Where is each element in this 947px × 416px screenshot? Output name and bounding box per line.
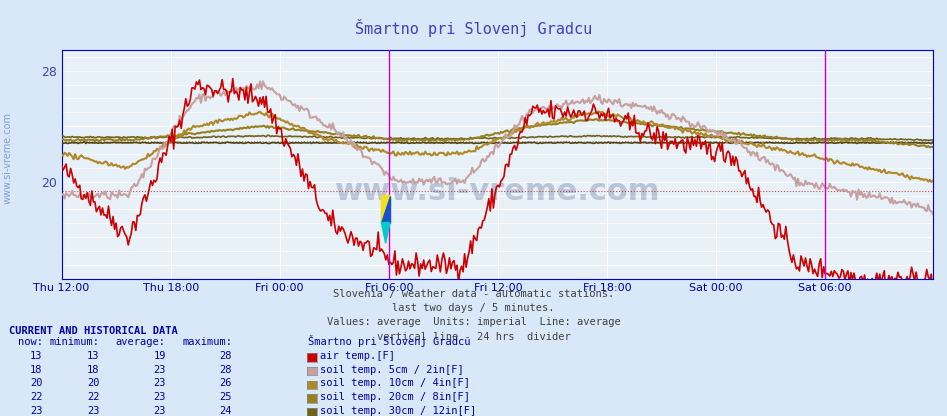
- Text: 19: 19: [153, 351, 166, 361]
- Text: vertical line - 24 hrs  divider: vertical line - 24 hrs divider: [377, 332, 570, 342]
- Text: 18: 18: [87, 365, 99, 375]
- Text: now:: now:: [18, 337, 43, 347]
- Text: 22: 22: [87, 392, 99, 402]
- Text: www.si-vreme.com: www.si-vreme.com: [334, 177, 660, 206]
- Text: 23: 23: [153, 379, 166, 389]
- Text: soil temp. 10cm / 4in[F]: soil temp. 10cm / 4in[F]: [320, 379, 470, 389]
- Text: 18: 18: [30, 365, 43, 375]
- Text: 23: 23: [87, 406, 99, 416]
- Text: 22: 22: [30, 392, 43, 402]
- Text: soil temp. 5cm / 2in[F]: soil temp. 5cm / 2in[F]: [320, 365, 464, 375]
- Polygon shape: [382, 196, 390, 223]
- Text: 23: 23: [30, 406, 43, 416]
- Text: average:: average:: [116, 337, 166, 347]
- Text: 23: 23: [153, 406, 166, 416]
- Polygon shape: [382, 196, 390, 223]
- Text: 23: 23: [153, 392, 166, 402]
- Text: last two days / 5 minutes.: last two days / 5 minutes.: [392, 303, 555, 313]
- Text: 13: 13: [87, 351, 99, 361]
- Text: Šmartno pri Slovenj Gradcu: Šmartno pri Slovenj Gradcu: [308, 335, 471, 347]
- Text: 20: 20: [87, 379, 99, 389]
- Text: Šmartno pri Slovenj Gradcu: Šmartno pri Slovenj Gradcu: [355, 19, 592, 37]
- Text: 25: 25: [220, 392, 232, 402]
- Text: 24: 24: [220, 406, 232, 416]
- Text: Values: average  Units: imperial  Line: average: Values: average Units: imperial Line: av…: [327, 317, 620, 327]
- Text: www.si-vreme.com: www.si-vreme.com: [3, 112, 12, 204]
- Text: maximum:: maximum:: [182, 337, 232, 347]
- Polygon shape: [382, 223, 390, 243]
- Text: minimum:: minimum:: [49, 337, 99, 347]
- Text: soil temp. 20cm / 8in[F]: soil temp. 20cm / 8in[F]: [320, 392, 470, 402]
- Text: 28: 28: [220, 351, 232, 361]
- Text: 26: 26: [220, 379, 232, 389]
- Text: 20: 20: [30, 379, 43, 389]
- Text: 28: 28: [220, 365, 232, 375]
- Text: 13: 13: [30, 351, 43, 361]
- Text: 23: 23: [153, 365, 166, 375]
- Text: air temp.[F]: air temp.[F]: [320, 351, 395, 361]
- Text: soil temp. 30cm / 12in[F]: soil temp. 30cm / 12in[F]: [320, 406, 476, 416]
- Text: CURRENT AND HISTORICAL DATA: CURRENT AND HISTORICAL DATA: [9, 326, 178, 336]
- Text: Slovenia / weather data - automatic stations.: Slovenia / weather data - automatic stat…: [333, 289, 614, 299]
